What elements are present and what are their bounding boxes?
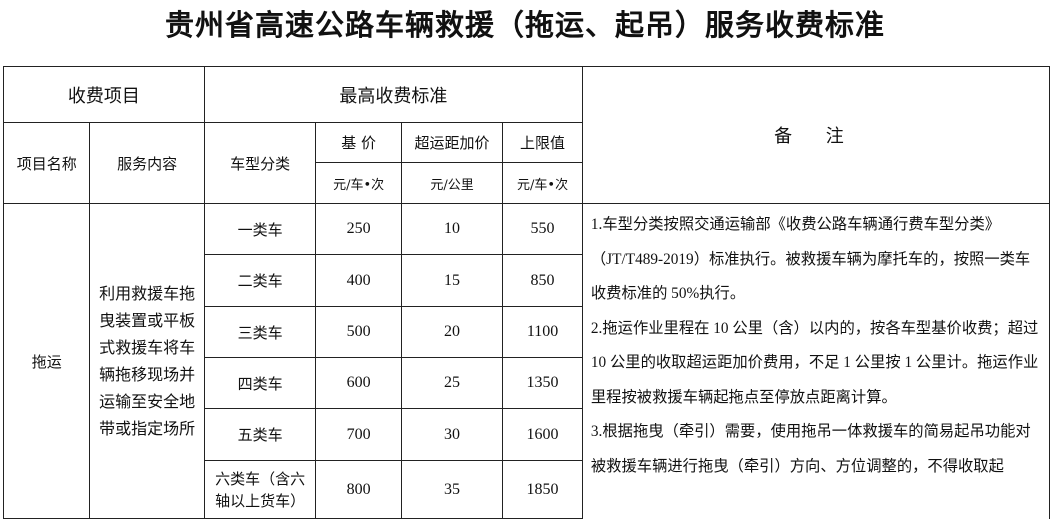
limit-unit: 元/车•次 bbox=[502, 162, 583, 204]
header-base-price: 基 价 bbox=[315, 122, 402, 163]
service-content-cell: 利用救援车拖曳装置或平板式救援车将车辆拖移现场并运输至安全地带或指定场所 bbox=[89, 203, 205, 519]
extra-price-cell: 20 bbox=[400, 306, 504, 358]
table-row: 六类车（含六轴以上货车） 800 35 1850 bbox=[4, 460, 1050, 519]
upper-limit-cell: 1850 bbox=[502, 460, 583, 519]
vehicle-class-cell: 六类车（含六轴以上货车） bbox=[203, 460, 317, 519]
extra-price-cell: 30 bbox=[400, 408, 504, 461]
header-upper-limit: 上限值 bbox=[502, 122, 583, 163]
extra-price-cell: 10 bbox=[400, 203, 504, 255]
vehicle-class-cell: 五类车 bbox=[203, 408, 317, 461]
upper-limit-cell: 1100 bbox=[502, 306, 583, 358]
header-extra-distance: 超运距加价 bbox=[400, 122, 504, 163]
upper-limit-cell: 1350 bbox=[502, 357, 583, 409]
table-row: 四类车 600 25 1350 bbox=[4, 357, 1050, 409]
extra-price-cell: 25 bbox=[400, 357, 504, 409]
remarks-cell: 1.车型分类按照交通运输部《收费公路车辆通行费车型分类》（JT/T489-201… bbox=[581, 203, 1050, 519]
base-price-cell: 250 bbox=[315, 203, 402, 255]
table-row: 拖运 利用救援车拖曳装置或平板式救援车将车辆拖移现场并运输至安全地带或指定场所 … bbox=[2, 203, 1050, 519]
extra-price-cell: 35 bbox=[400, 460, 504, 519]
header-vehicle-class: 车型分类 bbox=[203, 122, 317, 204]
base-price-cell: 500 bbox=[315, 306, 402, 358]
header-service-content: 服务内容 bbox=[89, 122, 205, 204]
base-price-cell: 700 bbox=[315, 408, 402, 461]
remark-2: 2.拖运作业里程在 10 公里（含）以内的，按各车型基价收费；超过 10 公里的… bbox=[590, 319, 1039, 406]
vehicle-class-cell: 二类车 bbox=[203, 254, 317, 307]
page-title: 贵州省高速公路车辆救援（拖运、起吊）服务收费标准 bbox=[164, 8, 885, 42]
base-price-cell: 600 bbox=[315, 357, 402, 409]
upper-limit-cell: 850 bbox=[502, 254, 583, 307]
vehicle-class-cell: 一类车 bbox=[203, 203, 317, 255]
remark-1: 1.车型分类按照交通运输部《收费公路车辆通行费车型分类》（JT/T489-201… bbox=[590, 216, 1031, 302]
base-price-cell: 400 bbox=[315, 254, 402, 307]
header-fee-item: 收费项目 bbox=[3, 66, 205, 123]
vehicle-class-cell: 三类车 bbox=[203, 306, 317, 358]
upper-limit-cell: 550 bbox=[502, 203, 583, 255]
header-item-name: 项目名称 bbox=[2, 122, 91, 204]
base-unit: 元/车•次 bbox=[315, 162, 402, 204]
table-row: 五类车 700 30 1600 bbox=[4, 408, 1050, 461]
item-name-cell: 拖运 bbox=[2, 203, 91, 519]
table-row: 二类车 400 15 850 bbox=[4, 254, 1050, 307]
extra-price-cell: 15 bbox=[400, 254, 504, 307]
base-price-cell: 800 bbox=[315, 460, 402, 519]
fee-standard-table: 收费项目 最高收费标准 备 注 项目名称 服务内容 车型分类 基 价 超运距加价… bbox=[2, 66, 1050, 519]
header-max-standard: 最高收费标准 bbox=[203, 66, 583, 123]
header-remarks: 备 注 bbox=[581, 66, 1050, 204]
remark-3: 3.根据拖曳（牵引）需要，使用拖吊一体救援车的简易起吊功能对被救援车辆进行拖曳（… bbox=[590, 423, 1031, 475]
upper-limit-cell: 1600 bbox=[502, 408, 583, 461]
vehicle-class-cell: 四类车 bbox=[203, 357, 317, 409]
extra-unit: 元/公里 bbox=[400, 162, 504, 204]
table-row: 三类车 500 20 1100 bbox=[4, 306, 1050, 358]
